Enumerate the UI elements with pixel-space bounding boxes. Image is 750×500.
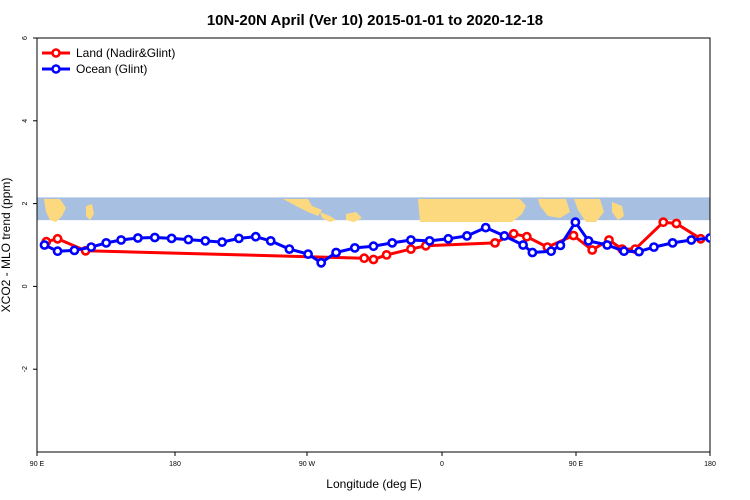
data-point-ocean xyxy=(705,233,710,243)
data-point-land xyxy=(359,253,370,264)
x-tick-label: 90 E xyxy=(30,461,45,468)
data-point-ocean xyxy=(217,237,227,247)
data-point-land xyxy=(490,237,500,248)
legend-marker-land xyxy=(51,48,61,58)
data-point-ocean xyxy=(634,246,644,257)
landmass-island xyxy=(86,204,94,220)
ocean-band xyxy=(37,197,710,221)
data-point-ocean xyxy=(166,233,177,244)
data-point-ocean xyxy=(52,246,63,257)
data-point-ocean xyxy=(686,235,697,245)
data-point-land xyxy=(587,245,598,255)
data-point-ocean xyxy=(39,240,50,250)
data-point-land xyxy=(671,218,682,229)
x-axis-label: Longitude (deg E) xyxy=(326,477,421,491)
data-point-land xyxy=(521,231,532,242)
data-point-ocean xyxy=(499,230,510,241)
landmass-india xyxy=(574,199,604,222)
data-point-ocean xyxy=(424,235,435,246)
data-point-ocean xyxy=(116,235,126,245)
chart-title: 10N-20N April (Ver 10) 2015-01-01 to 202… xyxy=(207,12,543,29)
landmass-venezuela xyxy=(346,212,362,222)
data-point-ocean xyxy=(667,237,678,248)
data-point-ocean xyxy=(149,232,160,243)
data-point-ocean xyxy=(316,257,327,268)
data-point-land xyxy=(368,254,379,265)
legend: Land (Nadir&Glint) Ocean (Glint) xyxy=(42,46,175,76)
data-point-ocean xyxy=(349,242,360,253)
y-tick-label: 6 xyxy=(22,36,29,40)
legend-label-land: Land (Nadir&Glint) xyxy=(76,46,175,60)
data-point-ocean xyxy=(443,233,454,244)
data-point-ocean xyxy=(200,235,211,246)
series-layer xyxy=(39,217,750,268)
data-point-ocean xyxy=(233,233,244,244)
x-tick-label: 180 xyxy=(704,461,716,468)
data-point-land xyxy=(708,235,710,242)
y-tick-label: 2 xyxy=(22,202,29,206)
x-tick-label: 90 E xyxy=(569,461,584,468)
y-tick-label: 0 xyxy=(22,284,29,288)
data-point-ocean xyxy=(462,230,472,241)
landmass-asia xyxy=(44,199,66,222)
data-point-ocean xyxy=(101,237,112,248)
data-point-land xyxy=(734,247,741,254)
legend-marker-ocean xyxy=(51,64,61,74)
landmass-mexico xyxy=(283,199,322,216)
data-point-ocean xyxy=(387,237,398,248)
data-point-ocean xyxy=(331,247,341,258)
x-tick-label: 90 W xyxy=(299,461,316,468)
x-tick-label: 180 xyxy=(169,461,181,468)
data-point-ocean xyxy=(725,234,732,241)
data-point-ocean xyxy=(183,234,194,245)
data-point-ocean xyxy=(602,240,613,250)
y-tick-label: 4 xyxy=(22,119,29,123)
x-tick-label: 0 xyxy=(440,461,444,468)
data-point-ocean xyxy=(583,235,594,246)
data-point-ocean xyxy=(527,247,538,258)
data-point-ocean xyxy=(368,241,379,252)
data-point-ocean xyxy=(744,234,750,241)
data-point-ocean xyxy=(303,249,313,259)
data-point-ocean xyxy=(518,240,528,250)
data-point-ocean xyxy=(546,246,556,257)
data-point-ocean xyxy=(86,242,97,252)
data-point-ocean xyxy=(250,231,261,242)
data-point-ocean xyxy=(69,245,80,256)
landmass-central-america xyxy=(320,212,336,222)
data-point-land xyxy=(568,230,579,241)
data-point-ocean xyxy=(132,233,143,243)
landmass-africa xyxy=(418,199,526,222)
data-point-ocean xyxy=(480,222,491,233)
data-point-ocean xyxy=(649,242,659,252)
data-point-land xyxy=(52,233,63,244)
x-axis: 90 E 180 90 W 0 90 E 180 xyxy=(30,452,716,468)
data-point-ocean xyxy=(619,246,629,257)
data-point-ocean xyxy=(284,244,295,254)
data-point-land xyxy=(658,217,669,228)
legend-label-ocean: Ocean (Glint) xyxy=(76,62,147,76)
data-point-land xyxy=(405,244,416,254)
data-point-ocean xyxy=(405,235,416,245)
data-point-land xyxy=(381,249,392,260)
data-point-ocean xyxy=(570,217,581,228)
continent-map-band xyxy=(37,197,710,222)
y-axis-label: XCO2 - MLO trend (ppm) xyxy=(0,178,13,313)
landmass-indochina xyxy=(612,202,624,220)
data-point-ocean xyxy=(265,235,276,246)
plot-frame xyxy=(36,37,711,453)
y-axis: -2 0 2 4 6 xyxy=(22,36,37,372)
data-point-ocean xyxy=(555,240,566,251)
data-point-land xyxy=(508,228,519,239)
landmass-arabia xyxy=(538,199,570,218)
y-tick-label: -2 xyxy=(22,366,29,372)
